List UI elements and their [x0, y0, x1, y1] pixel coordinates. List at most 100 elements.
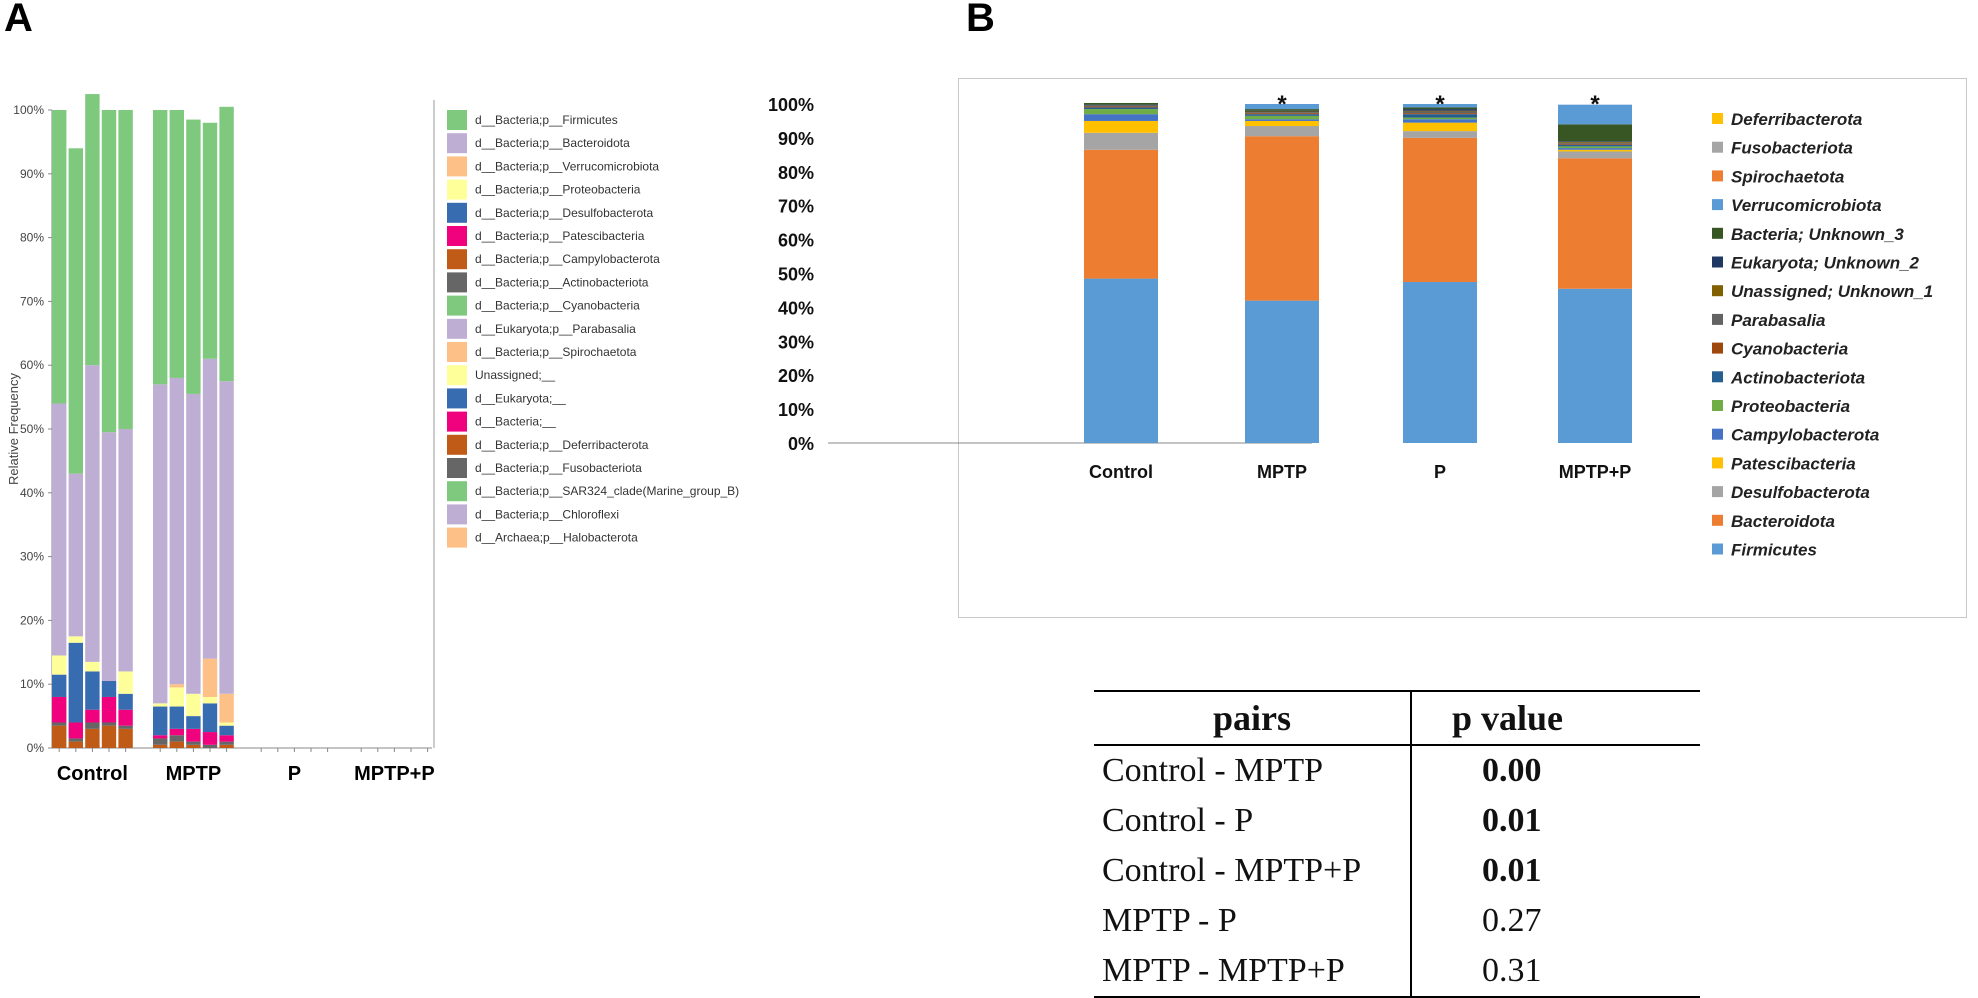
bar-segment-proteobacteria — [169, 687, 184, 707]
legend-label: Unassigned; Unknown_1 — [1731, 282, 1933, 301]
table-row: MPTP - P 0.27 — [1094, 896, 1700, 946]
bar-segment-firmicutes — [202, 122, 218, 359]
bar-segment-proteobacteria — [118, 671, 133, 694]
bar-segment-proteobacteria — [52, 655, 67, 675]
bar-segment-bacteroidota — [85, 365, 100, 662]
legend-label: d__Bacteria;p__Campylobacterota — [475, 252, 660, 266]
bar-segment-verrucomicrobiota — [1403, 104, 1477, 108]
bar-segment-bacteroidota — [219, 381, 234, 694]
bar-segment-cyanobacteria — [1558, 143, 1632, 145]
bar-segment-bacteria-unknown-3 — [1558, 124, 1632, 142]
bar-segment-bacteroidota — [1558, 158, 1632, 289]
legend-swatch — [447, 527, 467, 548]
category-label: MPTP+P — [1559, 462, 1632, 482]
legend-swatch — [447, 133, 467, 154]
legend-swatch — [447, 272, 467, 293]
legend-label: Firmicutes — [1731, 541, 1817, 560]
legend-swatch — [1712, 199, 1723, 211]
bar-segment-proteobacteria — [153, 703, 168, 707]
bar-segment-campylobacterota — [1084, 114, 1158, 121]
y-tick-label: 0% — [27, 741, 45, 755]
bar-segment-proteobacteria — [1084, 109, 1158, 115]
bar-segment-proteobacteria — [1403, 117, 1477, 120]
legend-label: Proteobacteria — [1731, 397, 1850, 416]
bar-segment-campylobacterota — [101, 725, 117, 748]
bar-segment-patescibacteria — [1403, 122, 1477, 132]
legend-swatch — [447, 411, 467, 432]
legend-swatch — [447, 434, 467, 455]
legend-swatch — [1712, 285, 1723, 297]
legend-swatch — [447, 179, 467, 200]
significance-marker: * — [1590, 91, 1600, 118]
legend-swatch — [447, 295, 467, 316]
bar-segment-unassigned-unknown-1 — [1245, 111, 1319, 113]
bar-segment-actinobacteriota — [118, 725, 133, 729]
y-tick-label: 70% — [778, 197, 814, 217]
legend-swatch — [447, 481, 467, 502]
bar-segment-patescibacteria — [1245, 120, 1319, 127]
y-tick-label: 60% — [778, 231, 814, 251]
legend-label: d__Archaea;p__Halobacterota — [475, 531, 638, 545]
bar-segment-verrucomicrobiota — [169, 684, 184, 688]
bar-segment-parabasalia — [1245, 112, 1319, 114]
legend-label: Campylobacterota — [1731, 426, 1879, 445]
y-tick-label: 100% — [13, 103, 44, 117]
legend-label: d__Eukaryota;__ — [475, 391, 566, 405]
legend-swatch — [1712, 256, 1723, 268]
bar-segment-bacteroidota — [52, 403, 67, 656]
legend-swatch — [1712, 543, 1723, 555]
legend-label: d__Bacteria;p__Firmicutes — [475, 113, 618, 127]
bar-segment-bacteroidota — [202, 358, 218, 659]
bar-segment-patescibacteria — [68, 722, 83, 739]
legend-swatch — [447, 202, 467, 223]
bar-segment-desulfobacterota — [118, 693, 133, 710]
group-label: MPTP+P — [354, 763, 435, 785]
bar-segment-actinobacteriota — [219, 741, 234, 745]
bar-segment-bacteroidota — [1245, 136, 1319, 301]
bar-segment-firmicutes — [52, 110, 67, 404]
pvalue-table: pairs p value Control - MPTP 0.00 Contro… — [1094, 690, 1700, 998]
y-tick-label: 90% — [20, 167, 44, 181]
bar-segment-verrucomicrobiota — [202, 658, 218, 697]
bar-segment-firmicutes — [186, 119, 201, 394]
legend-label: Bacteroidota — [1731, 512, 1835, 531]
pvalue-cell: 0.01 — [1482, 802, 1542, 839]
bar-segment-patescibacteria — [153, 735, 168, 739]
legend-swatch — [447, 110, 467, 130]
legend-label: d__Bacteria;p__Chloroflexi — [475, 507, 619, 521]
bar-segment-actinobacteriota — [68, 738, 83, 742]
legend-swatch — [1712, 457, 1723, 469]
bar-segment-actinobacteriota — [1403, 114, 1477, 118]
y-tick-label: 80% — [778, 163, 814, 183]
bar-segment-proteobacteria — [85, 661, 100, 672]
chart-b-frame — [958, 78, 1967, 618]
y-tick-label: 30% — [20, 550, 44, 564]
legend-label: Deferribacterota — [1731, 110, 1862, 129]
bar-segment-patescibacteria — [202, 732, 218, 745]
legend-label: d__Bacteria;p__SAR324_clade(Marine_group… — [475, 484, 739, 498]
bar-segment-bacteroidota — [68, 473, 83, 637]
table-row: Control - P 0.01 — [1094, 796, 1700, 846]
chart-a-stacked-bars: 0% 10% 20% 30% 40% 50% 60% 70% 80% 90% 100% Relativ… — [6, 94, 739, 785]
legend-swatch — [1712, 313, 1723, 325]
legend-label: d__Bacteria;p__Actinobacteriota — [475, 275, 649, 289]
legend-label: Parabasalia — [1731, 311, 1826, 330]
legend-label: d__Bacteria;p__Spirochaetota — [475, 345, 637, 359]
pvalue-cell: 0.01 — [1482, 852, 1542, 889]
legend-label: d__Eukaryota;p__Parabasalia — [475, 322, 636, 336]
bar-segment-eukaryota-unknown-2 — [1084, 104, 1158, 106]
bar-segment-desulfobacterota — [186, 716, 201, 729]
bar-segment-actinobacteriota — [1558, 144, 1632, 147]
bar-segment-bacteroidota — [118, 429, 133, 672]
legend-swatch — [1712, 371, 1723, 383]
y-tick-label: 30% — [778, 332, 814, 352]
y-axis-label: Relative Frequency — [6, 373, 21, 485]
bar-segment-firmicutes — [169, 110, 184, 378]
legend-swatch — [447, 226, 467, 246]
legend-label: Cyanobacteria — [1731, 340, 1848, 359]
bar-segment-campylobacterota — [186, 744, 201, 748]
group-label: P — [288, 763, 301, 785]
group-label: MPTP — [166, 763, 222, 785]
bar-segment-desulfobacterota — [219, 725, 234, 736]
bar-segment-firmicutes — [1558, 288, 1632, 443]
